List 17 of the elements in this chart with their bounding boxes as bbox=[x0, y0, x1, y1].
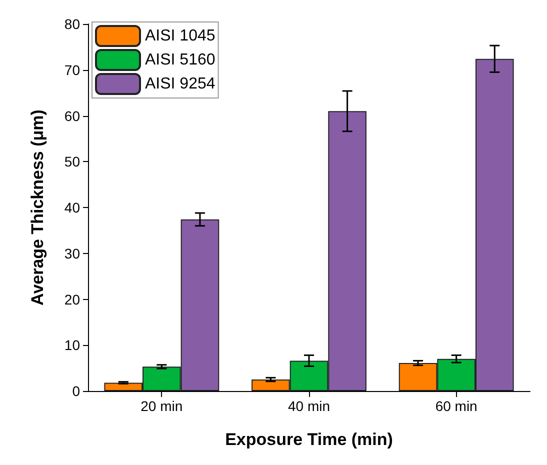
y-tick-label: 60 bbox=[64, 108, 80, 124]
y-tick-label: 40 bbox=[64, 200, 80, 216]
y-tick-label: 0 bbox=[72, 383, 80, 399]
y-tick-label: 70 bbox=[64, 62, 80, 78]
x-tick-label: 40 min bbox=[288, 398, 330, 414]
y-tick-label: 50 bbox=[64, 154, 80, 170]
x-axis-title: Exposure Time (min) bbox=[225, 430, 393, 449]
x-tick-label: 60 min bbox=[435, 398, 478, 414]
legend-label: AISI 1045 bbox=[145, 28, 216, 44]
x-tick-label: 20 min bbox=[140, 398, 183, 414]
y-axis-title: Average Thickness (μm) bbox=[28, 110, 47, 306]
y-tick-label: 10 bbox=[64, 337, 80, 354]
y-tick-label: 20 bbox=[64, 291, 80, 308]
y-tick-label: 80 bbox=[64, 16, 80, 32]
legend-label: AISI 9254 bbox=[145, 76, 216, 92]
legend-label: AISI 5160 bbox=[145, 52, 216, 68]
y-tick-label: 30 bbox=[64, 245, 80, 262]
